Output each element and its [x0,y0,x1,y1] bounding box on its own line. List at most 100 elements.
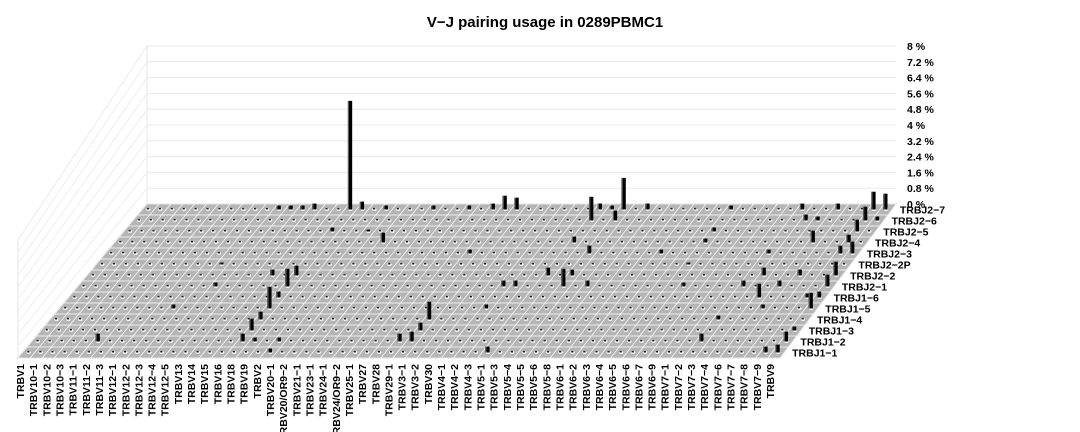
cell-stub [347,328,350,331]
cell-stub [598,284,601,287]
cell-stub [181,251,185,254]
cell-stub [584,317,587,320]
cell-stub [533,306,536,309]
cell-stub [199,273,202,276]
cell-stub [136,262,140,265]
cell-stub [220,350,223,353]
x-axis-labels: TRBV1 TRBV10−1 TRBV10−2 TRBV10−3 TRBV11−1 TRB… [15,364,777,432]
cell-stub [706,284,709,287]
cell-stub [151,317,154,320]
bar [172,304,176,309]
cell-stub [534,350,538,353]
bar [876,216,880,221]
cell-stub [429,240,432,243]
x-tick-label: TRBV6−6 [620,364,632,411]
cell-stub [178,284,181,287]
bar [804,214,808,221]
cell-stub [553,295,557,298]
bar-side [418,322,420,331]
cell-stub [489,240,492,243]
floor-col-line [295,203,421,359]
cell-stub [564,251,567,254]
cell-stub [435,218,438,221]
y-tick-label: TRBJ1−3 [809,326,854,338]
floor-col-line [416,203,540,359]
cell-stub [832,229,835,232]
bar-side [276,291,278,298]
cell-stub [448,262,451,265]
cell-stub [629,306,632,309]
cell-stub [75,350,78,353]
cell-stub [184,262,187,265]
y-tick-label: TRBJ1−5 [825,304,870,316]
x-tick-label: TRBV11−1 [68,364,80,416]
cell-stub [801,317,804,320]
cell-stub [567,262,570,265]
cell-stub [205,339,208,342]
bar [659,249,664,254]
cell-stub [675,262,678,265]
bar-side [588,196,591,221]
cell-stub [217,339,220,342]
cell-stub [722,295,725,298]
cell-stub [378,229,382,232]
cell-stub [777,207,780,210]
cell-stub [627,262,630,265]
cell-stub [439,273,442,276]
floor-col-line [17,203,148,359]
cell-stub [393,240,397,243]
cell-stub [696,328,700,331]
cell-stub [235,273,238,276]
bar [289,205,293,210]
bar-side [240,333,242,342]
bar [241,333,245,342]
cell-stub [176,229,179,232]
cell-stub [463,273,466,276]
cell-stub [569,306,572,309]
bar [872,191,876,210]
cell-stub [723,262,726,265]
cell-stub [307,273,310,276]
cell-stub [302,339,305,342]
cell-stub [784,229,787,232]
bar [851,241,855,254]
floor-col-line [489,203,611,359]
cell-stub [786,273,790,276]
cell-stub [500,317,503,320]
cell-stub [105,328,109,331]
cell-stub [810,273,813,276]
cell-stub [670,207,673,210]
cell-stub [286,328,290,331]
cell-stub [283,273,286,276]
cell-stub [456,207,459,210]
x-tick-label: TRBV7−8 [739,364,751,411]
cell-stub [643,350,646,353]
cell-stub [119,240,122,243]
cell-stub [593,306,596,309]
bar-side [645,203,647,210]
cell-stub [118,284,121,287]
cell-stub [179,240,182,243]
cell-stub [170,207,173,210]
bar [687,262,691,265]
cell-stub [326,339,329,342]
bar-side [854,219,856,232]
y-tick-label: TRBJ1−4 [817,315,862,327]
cell-stub [209,218,212,221]
bar [798,269,802,276]
bar [570,269,575,276]
bar [712,227,716,232]
cell-stub [295,229,298,232]
bar [515,197,519,210]
x-tick-label: TRBV12−3 [133,364,145,416]
cell-stub [145,295,148,298]
cell-stub [164,229,167,232]
cell-stub [483,218,486,221]
cell-stub [196,262,199,265]
cell-stub [559,273,562,276]
cell-stub [753,207,756,210]
cell-stub [161,218,164,221]
cell-stub [549,240,552,243]
cell-stub [241,295,244,298]
x-tick-label: TRBV24/OR9−2 [331,364,343,432]
